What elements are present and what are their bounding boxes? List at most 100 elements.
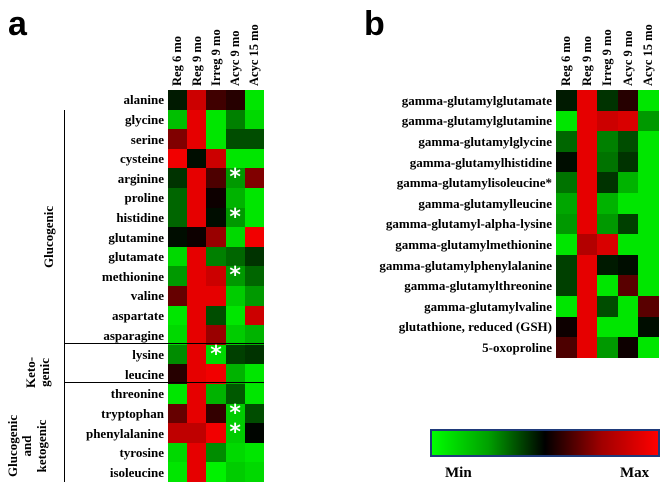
heatmap-cell-gamma-glutamylglutamate-reg-6-mo bbox=[556, 90, 578, 112]
heatmap-cell-asparagine-reg-6-mo bbox=[168, 325, 188, 346]
heatmap-cell-leucine-reg-6-mo bbox=[168, 364, 188, 385]
heatmap-cell-aspartate-reg-6-mo bbox=[168, 305, 188, 326]
heatmap-cell-gamma-glutamylglutamate-acyc-15-mo bbox=[638, 90, 660, 112]
heatmap-cell-proline-irreg-9-mo bbox=[206, 188, 227, 209]
heatmap-cell-valine-irreg-9-mo bbox=[206, 286, 227, 307]
row-label-glycine: glycine bbox=[125, 111, 164, 127]
heatmap-cell-alanine-acyc-15-mo bbox=[244, 90, 265, 111]
heatmap-cell-arginine-acyc-9-mo bbox=[225, 168, 246, 189]
row-label-phenylalanine: phenylalanine bbox=[85, 425, 164, 441]
heatmap-cell-tryptophan-reg-6-mo bbox=[168, 403, 188, 424]
group-bracket-glucogenic-and-ketogenic bbox=[64, 382, 65, 482]
column-label-reg-9-mo: Reg 9 mo bbox=[579, 36, 594, 86]
heatmap-cell-arginine-reg-9-mo bbox=[187, 168, 207, 189]
heatmap-cell-alanine-reg-6-mo bbox=[168, 90, 188, 111]
heatmap-cell-phenylalanine-acyc-9-mo bbox=[225, 423, 246, 444]
significance-star-phenylalanine: * bbox=[229, 420, 241, 446]
column-label-acyc-15-mo: Acyc 15 mo bbox=[641, 24, 656, 86]
heatmap-cell-threonine-acyc-15-mo bbox=[244, 384, 265, 405]
heatmap-cell-gamma-glutamylphenylalanine-reg-6-mo bbox=[556, 254, 578, 276]
row-label-leucine: leucine bbox=[125, 366, 164, 382]
heatmap-cell-gamma-glutamylphenylalanine-reg-9-mo bbox=[576, 254, 598, 276]
group-bracket-keto-genic bbox=[64, 342, 65, 386]
heatmap-cell-lysine-acyc-15-mo bbox=[244, 344, 265, 365]
group-label-glucogenic-and-ketogenic: Glucogenic and ketogenic bbox=[5, 414, 49, 477]
heatmap-cell-gamma-glutamylglutamate-acyc-9-mo bbox=[617, 90, 639, 112]
heatmap-cell-leucine-acyc-15-mo bbox=[244, 364, 265, 385]
heatmap-cell-methionine-reg-9-mo bbox=[187, 266, 207, 287]
heatmap-cell-arginine-irreg-9-mo bbox=[206, 168, 227, 189]
row-label-gamma-glutamylthreonine: gamma-glutamylthreonine bbox=[404, 278, 552, 294]
heatmap-cell-gamma-glutamylleucine-acyc-9-mo bbox=[617, 193, 639, 215]
heatmap-cell-cysteine-irreg-9-mo bbox=[206, 148, 227, 169]
heatmap-cell-threonine-irreg-9-mo bbox=[206, 384, 227, 405]
heatmap-cell-gamma-glutamylmethionine-reg-6-mo bbox=[556, 234, 578, 256]
heatmap-cell-gamma-glutamylglycine-reg-6-mo bbox=[556, 131, 578, 153]
column-label-reg-6-mo: Reg 6 mo bbox=[559, 36, 574, 86]
heatmap-cell-methionine-acyc-9-mo bbox=[225, 266, 246, 287]
row-label-gamma-glutamylglutamate: gamma-glutamylglutamate bbox=[401, 92, 552, 108]
row-label-glutathione-reduced-gsh: glutathione, reduced (GSH) bbox=[398, 319, 552, 335]
heatmap-cell-cysteine-reg-6-mo bbox=[168, 148, 188, 169]
heatmap-cell-glutamate-acyc-15-mo bbox=[244, 246, 265, 267]
row-label-aspartate: aspartate bbox=[112, 307, 164, 323]
row-label-tryptophan: tryptophan bbox=[101, 405, 164, 421]
row-label-gamma-glutamylleucine: gamma-glutamylleucine bbox=[418, 195, 552, 211]
heatmap-cell-gamma-glutamylglycine-acyc-9-mo bbox=[617, 131, 639, 153]
heatmap-cell-tyrosine-reg-9-mo bbox=[187, 442, 207, 463]
heatmap-cell-gamma-glutamyl-alpha-lysine-reg-6-mo bbox=[556, 213, 578, 235]
significance-star-lysine: * bbox=[210, 341, 222, 367]
row-label-isoleucine: isoleucine bbox=[109, 464, 164, 480]
heatmap-cell-cysteine-reg-9-mo bbox=[187, 148, 207, 169]
heatmap-cell-lysine-irreg-9-mo bbox=[206, 344, 227, 365]
row-label-gamma-glutamylphenylalanine: gamma-glutamylphenylalanine bbox=[379, 257, 552, 273]
heatmap-cell-phenylalanine-irreg-9-mo bbox=[206, 423, 227, 444]
heatmap-cell-gamma-glutamylglutamate-irreg-9-mo bbox=[597, 90, 619, 112]
column-label-acyc-15-mo: Acyc 15 mo bbox=[247, 24, 262, 86]
row-label-cysteine: cysteine bbox=[119, 151, 164, 167]
heatmap-cell-cysteine-acyc-15-mo bbox=[244, 148, 265, 169]
heatmap-cell-gamma-glutamylthreonine-acyc-9-mo bbox=[617, 275, 639, 297]
significance-star-histidine: * bbox=[229, 204, 241, 230]
heatmap-cell-gamma-glutamylglutamine-reg-9-mo bbox=[576, 110, 598, 132]
heatmap-cell-glycine-reg-6-mo bbox=[168, 109, 188, 130]
heatmap-cell-threonine-reg-9-mo bbox=[187, 384, 207, 405]
heatmap-cell-gamma-glutamylglycine-acyc-15-mo bbox=[638, 131, 660, 153]
heatmap-cell-gamma-glutamylglycine-irreg-9-mo bbox=[597, 131, 619, 153]
heatmap-cell-gamma-glutamylleucine-acyc-15-mo bbox=[638, 193, 660, 215]
group-divider-glucogenic-and-ketogenic bbox=[64, 382, 264, 383]
heatmap-cell-valine-reg-6-mo bbox=[168, 286, 188, 307]
heatmap-cell-tryptophan-reg-9-mo bbox=[187, 403, 207, 424]
heatmap-cell-proline-acyc-9-mo bbox=[225, 188, 246, 209]
heatmap-cell-5-oxoproline-acyc-9-mo bbox=[617, 337, 639, 359]
heatmap-cell-gamma-glutamylglutamine-irreg-9-mo bbox=[597, 110, 619, 132]
heatmap-cell-asparagine-reg-9-mo bbox=[187, 325, 207, 346]
heatmap-cell-serine-acyc-9-mo bbox=[225, 129, 246, 150]
heatmap-cell-gamma-glutamylisoleucine-reg-6-mo bbox=[556, 172, 578, 194]
significance-star-arginine: * bbox=[229, 165, 241, 191]
heatmap-cell-isoleucine-reg-9-mo bbox=[187, 462, 207, 483]
heatmap-cell-valine-acyc-15-mo bbox=[244, 286, 265, 307]
row-label-gamma-glutamylglutamine: gamma-glutamylglutamine bbox=[401, 113, 552, 129]
heatmap-cell-asparagine-irreg-9-mo bbox=[206, 325, 227, 346]
heatmap-cell-gamma-glutamylthreonine-irreg-9-mo bbox=[597, 275, 619, 297]
heatmap-cell-proline-reg-9-mo bbox=[187, 188, 207, 209]
heatmap-cell-isoleucine-acyc-9-mo bbox=[225, 462, 246, 483]
heatmap-cell-aspartate-acyc-15-mo bbox=[244, 305, 265, 326]
row-label-alanine: alanine bbox=[123, 92, 164, 108]
heatmap-cell-glutamine-reg-6-mo bbox=[168, 227, 188, 248]
heatmap-cell-asparagine-acyc-15-mo bbox=[244, 325, 265, 346]
row-label-proline: proline bbox=[124, 190, 165, 206]
row-label-valine: valine bbox=[130, 288, 164, 304]
heatmap-cell-leucine-irreg-9-mo bbox=[206, 364, 227, 385]
heatmap-cell-alanine-irreg-9-mo bbox=[206, 90, 227, 111]
row-label-threonine: threonine bbox=[110, 386, 164, 402]
heatmap-cell-glutathione-reduced-gsh-reg-9-mo bbox=[576, 316, 598, 338]
heatmap-cell-lysine-reg-9-mo bbox=[187, 344, 207, 365]
row-label-methionine: methionine bbox=[101, 268, 164, 284]
heatmap-cell-aspartate-acyc-9-mo bbox=[225, 305, 246, 326]
row-label-gamma-glutamylisoleucine: gamma-glutamylisoleucine* bbox=[396, 175, 552, 191]
row-label-gamma-glutamylvaline: gamma-glutamylvaline bbox=[424, 298, 552, 314]
heatmap-cell-glycine-irreg-9-mo bbox=[206, 109, 227, 130]
heatmap-cell-glycine-acyc-15-mo bbox=[244, 109, 265, 130]
